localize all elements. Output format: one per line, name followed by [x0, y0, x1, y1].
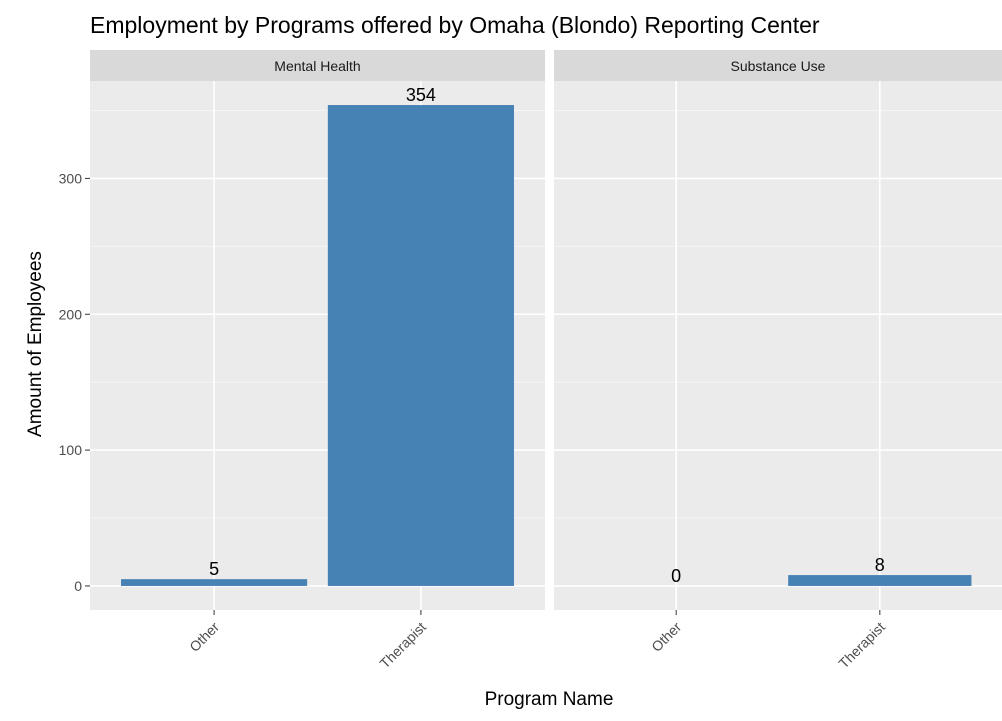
bar-therapist	[788, 575, 972, 586]
x-tick-label: Other	[186, 619, 222, 655]
x-tick-label: Therapist	[835, 619, 888, 672]
data-label: 5	[209, 559, 219, 579]
facet-strip-label: Substance Use	[731, 58, 826, 74]
bar-therapist	[327, 105, 514, 586]
y-tick-label: 0	[74, 578, 82, 594]
y-axis: 0 100 200 300	[59, 170, 90, 594]
data-label: 8	[875, 555, 885, 575]
facet-panel-mental-health: Mental Health 5 Other 354 Therapist	[90, 50, 545, 671]
x-tick-label: Other	[648, 619, 684, 655]
facet-strip	[90, 50, 545, 81]
data-label: 0	[671, 566, 681, 586]
x-axis-title: Program Name	[485, 689, 614, 710]
facet-panel-substance-use: Substance Use 0 Other 8 Therapist	[554, 50, 1002, 671]
bar-other	[121, 579, 308, 586]
y-tick-label: 100	[59, 442, 83, 458]
y-axis-title: Amount of Employees	[25, 251, 46, 437]
facet-strip	[554, 50, 1002, 81]
chart-title: Employment by Programs offered by Omaha …	[90, 12, 820, 38]
panel-background	[554, 81, 1002, 610]
y-tick-label: 300	[59, 170, 83, 186]
x-tick-label: Therapist	[376, 619, 429, 672]
y-tick-label: 200	[59, 306, 83, 322]
facet-strip-label: Mental Health	[274, 58, 360, 74]
data-label: 354	[406, 85, 436, 105]
